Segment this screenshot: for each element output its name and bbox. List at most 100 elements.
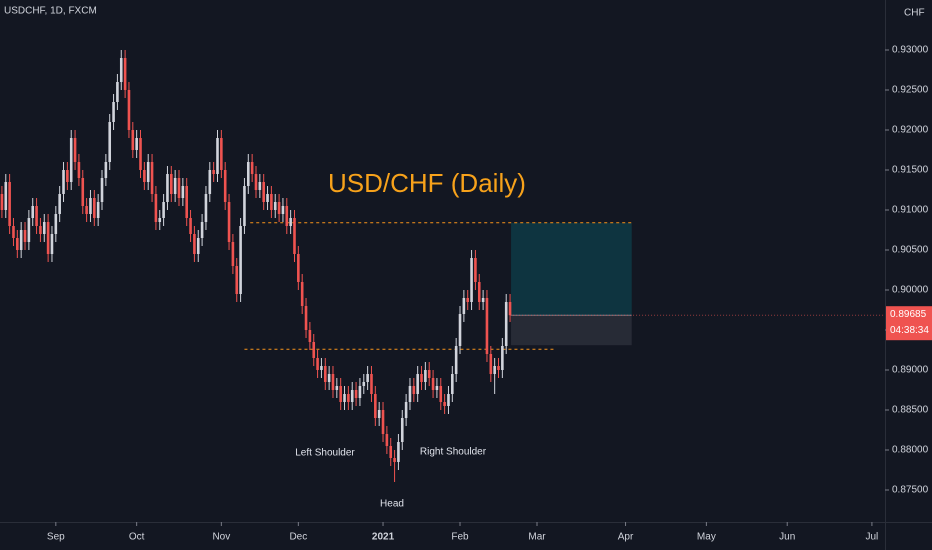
candle-body xyxy=(416,374,419,394)
candle-body xyxy=(366,374,369,382)
candle-body xyxy=(200,222,204,238)
candle-body xyxy=(339,386,342,402)
candle-body xyxy=(350,390,354,402)
candle-body xyxy=(77,162,81,178)
x-tick-label: Apr xyxy=(618,532,634,543)
x-tick-label: Nov xyxy=(212,532,230,543)
candle-body xyxy=(285,206,289,226)
y-tick-label: 0.90500 xyxy=(892,245,929,256)
candle-body xyxy=(477,282,481,302)
candle-body xyxy=(343,394,346,402)
candle-body xyxy=(216,138,219,174)
candle-body xyxy=(262,182,265,202)
candle-body xyxy=(23,230,27,242)
candle-body xyxy=(277,202,281,214)
x-tick-label: Feb xyxy=(451,532,469,543)
candle-body xyxy=(374,394,377,418)
candle-body xyxy=(16,238,19,250)
candle-body xyxy=(139,138,142,170)
y-tick-label: 0.92000 xyxy=(892,125,929,136)
y-tick-label: 0.89000 xyxy=(892,365,929,376)
candle-body xyxy=(189,218,192,234)
candle-body xyxy=(116,82,119,102)
candle-body xyxy=(185,186,189,218)
y-tick-label: 0.88500 xyxy=(892,405,929,416)
candle-body xyxy=(135,138,138,150)
candle-body xyxy=(150,162,154,194)
y-tick-label: 0.90000 xyxy=(892,285,929,296)
candle-body xyxy=(323,366,327,382)
candle-body xyxy=(393,458,396,462)
candle-body xyxy=(254,174,258,190)
candle-body xyxy=(123,58,127,90)
annotation: Left Shoulder xyxy=(295,448,355,459)
candle-body xyxy=(204,194,208,222)
candle-body xyxy=(100,178,104,202)
candle-body xyxy=(69,138,73,182)
y-tick-label: 0.91500 xyxy=(892,165,929,176)
candle-body xyxy=(316,358,319,370)
candle-body xyxy=(246,162,250,186)
candle-body xyxy=(66,170,69,182)
candle-body xyxy=(404,402,408,418)
candle-body xyxy=(266,194,269,202)
last-price-label: 0.89685 xyxy=(890,309,927,320)
candle-body xyxy=(250,162,254,174)
candle-body xyxy=(385,434,389,446)
candle-body xyxy=(389,446,393,458)
candle-body xyxy=(166,174,169,202)
candle-body xyxy=(493,366,496,374)
candle-body xyxy=(312,342,316,358)
candle-body xyxy=(162,202,165,218)
candle-body xyxy=(370,374,373,394)
candle-body xyxy=(42,222,46,234)
candle-body xyxy=(451,374,454,394)
candle-body xyxy=(73,138,77,162)
candle-body xyxy=(397,442,400,462)
candle-body xyxy=(62,170,65,194)
candle-body xyxy=(377,410,381,418)
candle-body xyxy=(39,226,42,234)
candle-body xyxy=(12,226,15,238)
candle-body xyxy=(220,138,223,170)
candle-body xyxy=(400,418,404,442)
candle-body xyxy=(470,258,473,302)
candle-body xyxy=(308,330,312,342)
candle-body xyxy=(239,226,242,294)
candle-body xyxy=(243,186,246,226)
candle-body xyxy=(270,194,273,210)
candle-body xyxy=(347,394,350,402)
candle-body xyxy=(27,218,31,242)
candle-body xyxy=(281,206,285,214)
candle-body xyxy=(289,218,292,226)
candle-body xyxy=(227,202,231,242)
candle-body xyxy=(412,386,416,394)
candle-body xyxy=(112,102,115,122)
candle-body xyxy=(462,298,466,314)
candle-body xyxy=(173,178,177,194)
candle-body xyxy=(158,218,162,222)
chart-title: USD/CHF (Daily) xyxy=(328,168,526,198)
candle-body xyxy=(170,174,173,194)
candle-body xyxy=(504,302,508,346)
symbol-label: USDCHF, 1D, FXCM xyxy=(4,6,97,17)
candle-body xyxy=(127,90,131,130)
candle-body xyxy=(431,378,435,390)
candle-body xyxy=(35,206,38,226)
candle-body xyxy=(108,122,112,162)
x-tick-label: Jul xyxy=(866,532,879,543)
candle-body xyxy=(104,162,108,178)
candle-body xyxy=(327,374,331,382)
candle-body xyxy=(485,298,489,354)
candle-body xyxy=(466,298,470,302)
candle-body xyxy=(4,182,8,210)
candle-body xyxy=(454,346,458,374)
candle-body xyxy=(235,266,239,294)
candle-body xyxy=(96,202,100,218)
candle-body xyxy=(223,170,227,202)
candle-body xyxy=(208,170,212,194)
x-tick-label: Oct xyxy=(129,532,145,543)
candle-body xyxy=(119,58,123,82)
